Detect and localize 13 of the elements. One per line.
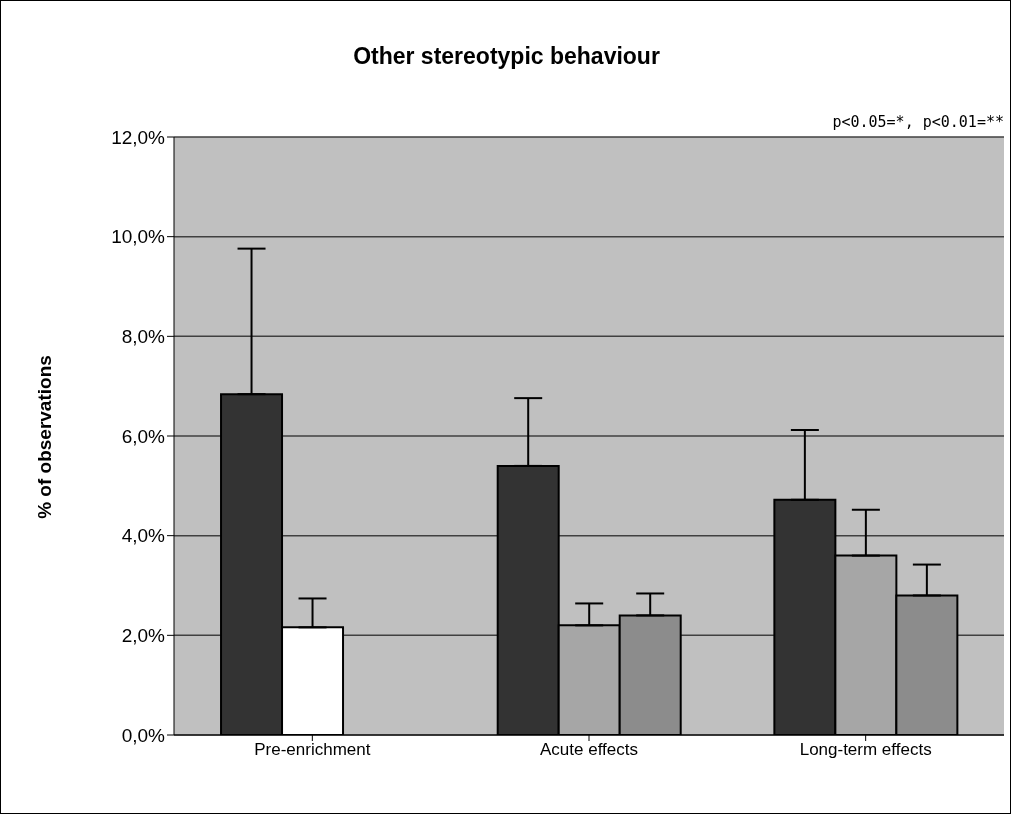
x-tick-label: Pre-enrichment <box>254 740 371 760</box>
y-tick-label: 0,0% <box>121 724 166 746</box>
chart-title: Other stereotypic behaviour <box>352 43 661 70</box>
y-tick-label: 12,0% <box>111 126 166 148</box>
y-tick-label: 4,0% <box>121 525 166 547</box>
x-tick-label: Long-term effects <box>799 740 932 760</box>
x-tick-label: Acute effects <box>540 740 638 760</box>
y-tick-label: 6,0% <box>121 425 166 447</box>
y-tick-label: 8,0% <box>121 326 166 348</box>
y-axis-title: % of observations <box>34 355 56 519</box>
text: p<0.05=*, p<0.01=** <box>832 113 1004 131</box>
y-tick-label: 10,0% <box>111 226 166 248</box>
y-tick-label: 2,0% <box>121 625 166 647</box>
